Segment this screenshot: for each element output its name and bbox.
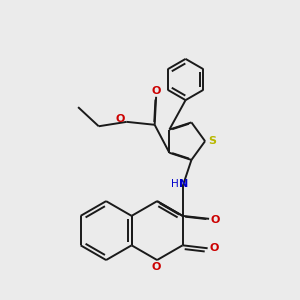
Text: O: O — [209, 243, 219, 253]
Text: O: O — [152, 86, 161, 96]
Text: S: S — [208, 136, 216, 146]
Text: O: O — [151, 262, 160, 272]
Text: H: H — [171, 179, 179, 189]
Text: N: N — [179, 179, 189, 189]
Text: O: O — [211, 215, 220, 225]
Text: O: O — [115, 115, 124, 124]
